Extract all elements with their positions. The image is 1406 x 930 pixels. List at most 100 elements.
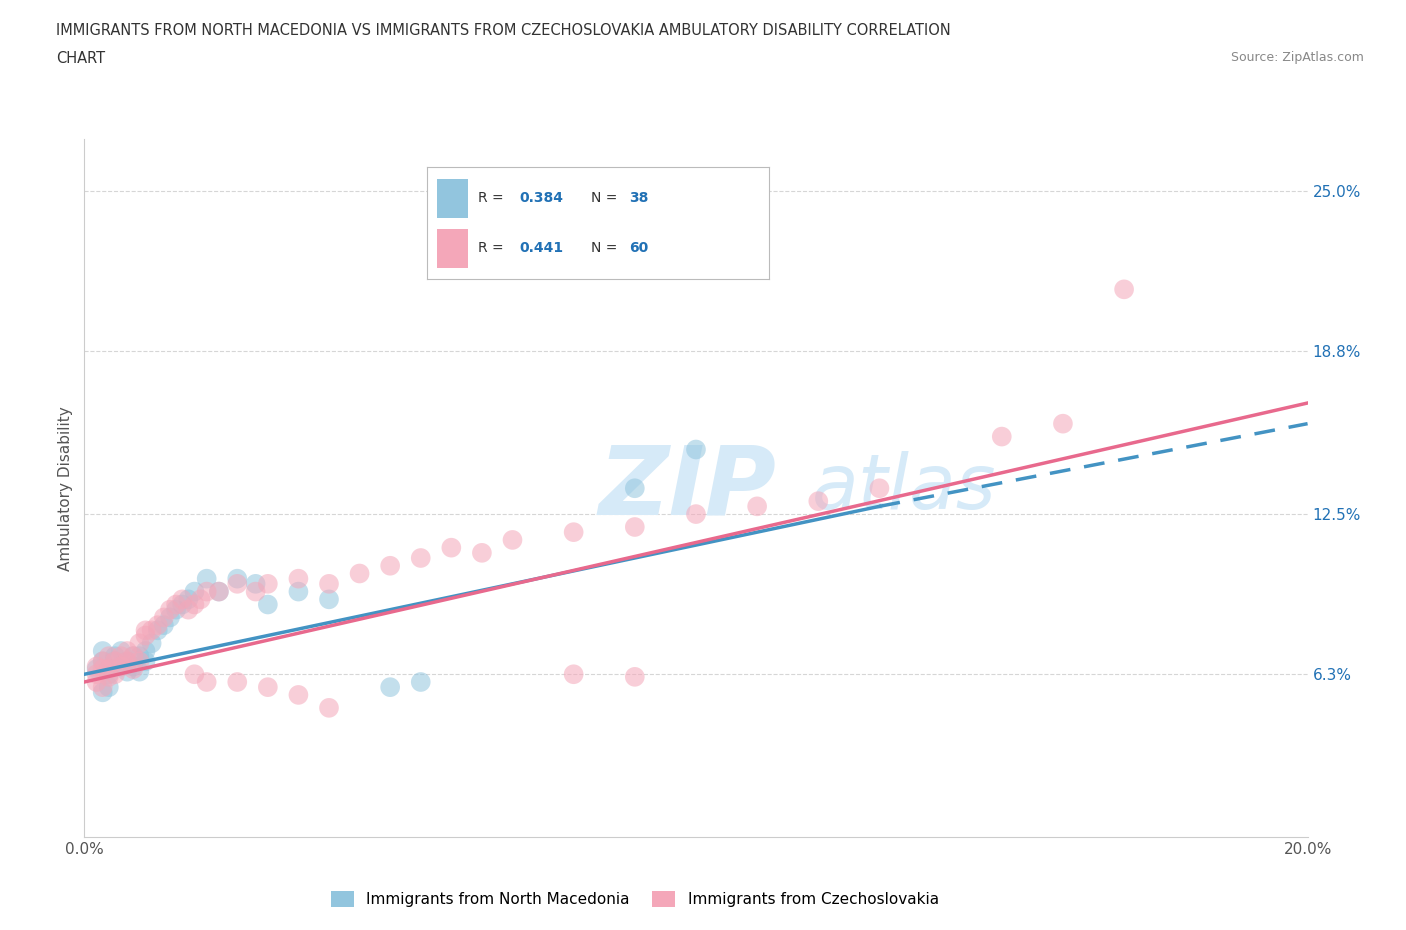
Point — [747, 498, 769, 513]
Point — [177, 591, 200, 606]
Point — [562, 667, 585, 682]
Point — [624, 520, 647, 535]
Text: atlas: atlas — [813, 451, 997, 525]
Point — [165, 597, 187, 612]
Point — [471, 545, 494, 560]
Point — [318, 700, 340, 715]
Point — [159, 603, 181, 618]
Point — [226, 571, 249, 586]
Point — [226, 674, 249, 689]
Point — [257, 680, 280, 695]
Point — [624, 670, 647, 684]
Point — [86, 661, 108, 676]
Point — [86, 674, 108, 689]
Point — [153, 618, 176, 632]
Point — [128, 664, 150, 679]
Point — [91, 644, 114, 658]
Point — [183, 597, 205, 612]
Point — [869, 481, 891, 496]
Point — [183, 667, 205, 682]
Point — [183, 584, 205, 599]
Point — [195, 571, 218, 586]
Legend: Immigrants from North Macedonia, Immigrants from Czechoslovakia: Immigrants from North Macedonia, Immigra… — [325, 884, 945, 913]
Point — [409, 674, 432, 689]
Point — [97, 661, 120, 676]
Point — [91, 654, 114, 669]
Point — [172, 591, 194, 606]
Point — [86, 667, 108, 682]
Point — [110, 659, 132, 674]
Point — [104, 654, 127, 669]
Point — [86, 659, 108, 674]
Point — [153, 610, 176, 625]
Point — [135, 644, 157, 658]
Point — [685, 442, 707, 457]
Point — [97, 649, 120, 664]
Point — [685, 507, 707, 522]
Point — [97, 680, 120, 695]
Point — [349, 566, 371, 581]
Point — [122, 649, 145, 664]
Point — [122, 661, 145, 676]
Point — [172, 597, 194, 612]
Point — [159, 610, 181, 625]
Point — [195, 674, 218, 689]
Point — [624, 481, 647, 496]
Point — [146, 618, 169, 632]
Point — [991, 429, 1014, 444]
Point — [226, 577, 249, 591]
Point — [1114, 282, 1136, 297]
Point — [122, 649, 145, 664]
Point — [115, 644, 138, 658]
Point — [135, 623, 157, 638]
Point — [110, 649, 132, 664]
Y-axis label: Ambulatory Disability: Ambulatory Disability — [58, 405, 73, 571]
Point — [91, 661, 114, 676]
Point — [91, 680, 114, 695]
Point — [287, 687, 309, 702]
Point — [97, 667, 120, 682]
Point — [245, 584, 267, 599]
Point — [115, 664, 138, 679]
Text: IMMIGRANTS FROM NORTH MACEDONIA VS IMMIGRANTS FROM CZECHOSLOVAKIA AMBULATORY DIS: IMMIGRANTS FROM NORTH MACEDONIA VS IMMIG… — [56, 23, 950, 38]
Point — [440, 540, 463, 555]
Point — [141, 623, 163, 638]
Point — [91, 684, 114, 699]
Point — [318, 591, 340, 606]
Point — [245, 577, 267, 591]
Point — [115, 654, 138, 669]
Point — [128, 654, 150, 669]
Point — [380, 680, 402, 695]
Point — [122, 659, 145, 674]
Point — [141, 636, 163, 651]
Point — [318, 577, 340, 591]
Point — [104, 667, 127, 682]
Point — [146, 623, 169, 638]
Point — [110, 644, 132, 658]
Point — [287, 571, 309, 586]
Point — [380, 558, 402, 573]
Point — [97, 670, 120, 684]
Text: Source: ZipAtlas.com: Source: ZipAtlas.com — [1230, 51, 1364, 64]
Point — [115, 654, 138, 669]
Point — [135, 628, 157, 643]
Point — [165, 603, 187, 618]
Point — [807, 494, 830, 509]
Point — [177, 603, 200, 618]
Point — [135, 654, 157, 669]
Text: ZIP: ZIP — [598, 442, 776, 535]
Text: CHART: CHART — [56, 51, 105, 66]
Point — [190, 591, 212, 606]
Point — [257, 577, 280, 591]
Point — [287, 584, 309, 599]
Point — [128, 649, 150, 664]
Point — [128, 636, 150, 651]
Point — [208, 584, 231, 599]
Point — [562, 525, 585, 539]
Point — [195, 584, 218, 599]
Point — [257, 597, 280, 612]
Point — [110, 659, 132, 674]
Point — [97, 661, 120, 676]
Point — [91, 654, 114, 669]
Point — [409, 551, 432, 565]
